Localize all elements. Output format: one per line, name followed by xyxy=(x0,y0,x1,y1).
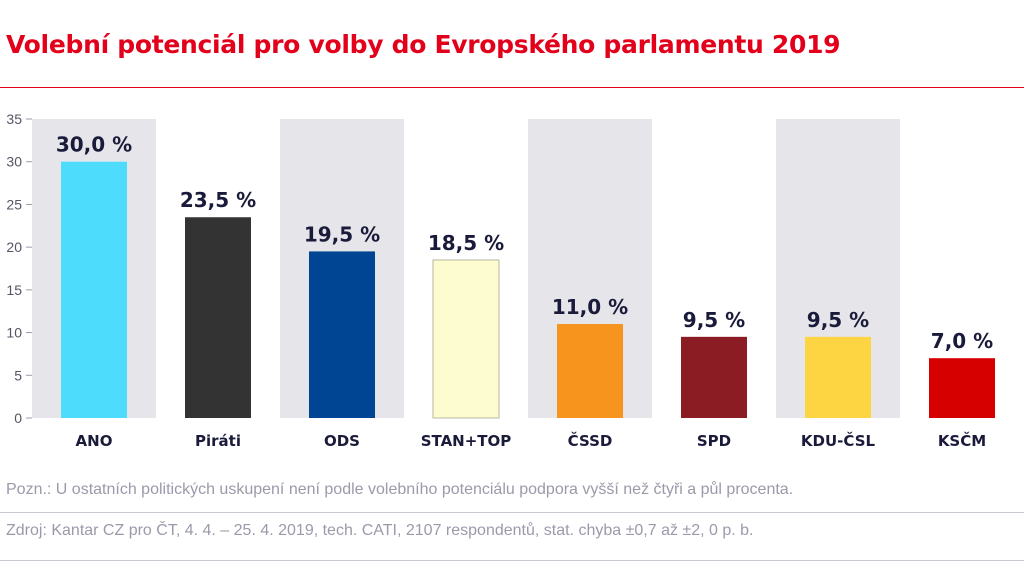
footnote: Pozn.: U ostatních politických uskupení … xyxy=(6,481,794,498)
y-tick-label: 5 xyxy=(14,367,22,383)
bar xyxy=(681,336,747,418)
x-axis-labels: ANO Piráti ODS STAN+TOP ČSSD SPD KDU-ČSL KSČM xyxy=(76,431,987,450)
data-label: 19,5 % xyxy=(304,222,380,246)
bottom-divider xyxy=(0,560,1024,561)
x-tick-label: STAN+TOP xyxy=(421,432,512,450)
chart-title: Volební potenciál pro volby do Evropskéh… xyxy=(6,30,841,59)
x-tick-label: ANO xyxy=(76,432,113,450)
bar xyxy=(61,161,127,418)
bar xyxy=(557,324,623,418)
x-tick-label: ODS xyxy=(324,432,360,450)
x-tick-label: KSČM xyxy=(938,431,986,450)
data-label: 9,5 % xyxy=(807,308,869,332)
y-tick-label: 35 xyxy=(6,111,22,127)
y-tick-label: 15 xyxy=(6,282,22,298)
data-label: 18,5 % xyxy=(428,231,504,255)
title-divider xyxy=(0,87,1024,88)
data-labels: 30,0 % 23,5 % 19,5 % 18,5 % 11,0 % 9,5 % 9,5 %… xyxy=(56,133,993,353)
bars xyxy=(61,161,995,419)
y-tick-label: 30 xyxy=(6,154,22,170)
bar xyxy=(805,336,871,418)
y-tick-label: 25 xyxy=(6,196,22,212)
y-tick-label: 0 xyxy=(14,410,22,426)
x-tick-label: SPD xyxy=(697,432,731,450)
data-label: 11,0 % xyxy=(552,295,628,319)
data-label: 23,5 % xyxy=(180,188,256,212)
data-label: 7,0 % xyxy=(931,329,993,353)
x-tick-label: Piráti xyxy=(195,432,241,450)
data-label: 9,5 % xyxy=(683,308,745,332)
source-note: Zdroj: Kantar CZ pro ČT, 4. 4. – 25. 4. … xyxy=(6,522,754,539)
bar xyxy=(309,251,375,418)
data-label: 30,0 % xyxy=(56,133,132,157)
bar xyxy=(432,259,500,419)
bar xyxy=(929,358,995,418)
x-tick-label: KDU-ČSL xyxy=(801,431,876,450)
footnote-divider xyxy=(0,512,1024,513)
bar-chart: 0 5 10 15 20 25 30 35 30,0 % 23,5 % 19,5 % 18,5 % 1… xyxy=(6,111,995,450)
x-tick-label: ČSSD xyxy=(568,431,613,450)
y-tick-label: 20 xyxy=(6,239,22,255)
y-tick-label: 10 xyxy=(6,325,22,341)
bar xyxy=(185,217,251,418)
y-axis: 0 5 10 15 20 25 30 35 xyxy=(6,111,32,426)
